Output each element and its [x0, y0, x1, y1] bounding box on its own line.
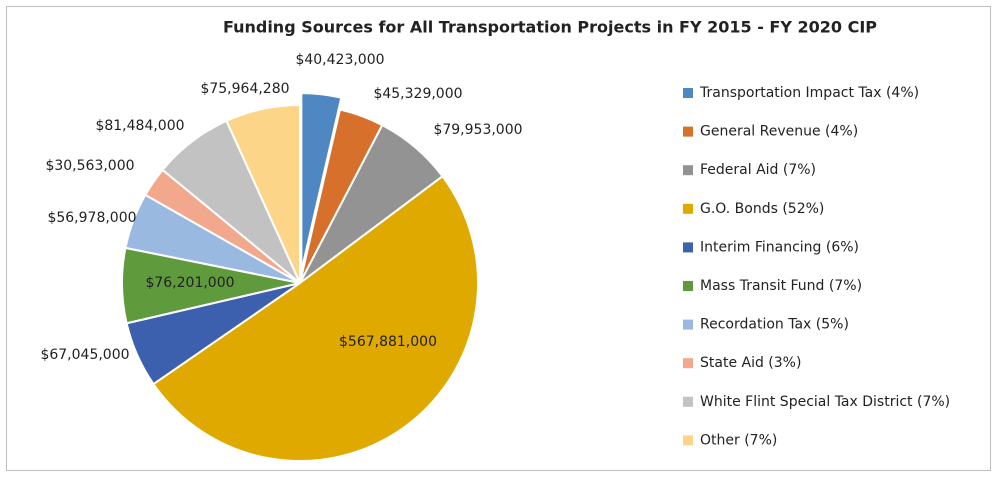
data-label: $75,964,280 [200, 81, 289, 97]
data-label: $45,329,000 [373, 86, 462, 102]
legend-swatch [683, 435, 693, 446]
legend-label: Interim Financing (6%) [700, 239, 859, 255]
data-label: $76,201,000 [145, 275, 234, 291]
legend-swatch [683, 358, 693, 369]
data-label: $40,423,000 [295, 52, 384, 68]
legend-swatch [683, 88, 693, 98]
legend-swatch [683, 242, 693, 253]
legend-label: Recordation Tax (5%) [700, 317, 849, 333]
data-label: $567,881,000 [339, 334, 437, 350]
legend-label: White Flint Special Tax District (7%) [700, 394, 950, 410]
data-label: $30,563,000 [45, 158, 134, 174]
chart-title: Funding Sources for All Transportation P… [223, 18, 877, 37]
data-label: $56,978,000 [47, 210, 136, 226]
legend-label: Transportation Impact Tax (4%) [699, 85, 919, 101]
data-label: $67,045,000 [40, 347, 129, 363]
legend-label: Federal Aid (7%) [700, 162, 816, 178]
legend-label: General Revenue (4%) [700, 124, 858, 140]
legend-swatch [683, 203, 693, 214]
legend-label: State Aid (3%) [700, 355, 801, 371]
pie-slice [300, 92, 343, 272]
legend-swatch [683, 319, 693, 330]
legend-label: G.O. Bonds (52%) [700, 201, 824, 217]
legend-swatch [683, 126, 693, 137]
legend-label: Mass Transit Fund (7%) [700, 278, 862, 294]
legend-swatch [683, 396, 693, 407]
legend-label: Other (7%) [700, 432, 777, 448]
pie-slice [152, 174, 479, 462]
legend-swatch [683, 165, 693, 176]
pie-slice [225, 103, 301, 284]
data-label: $79,953,000 [433, 122, 522, 138]
legend-swatch [683, 281, 693, 291]
data-label: $81,484,000 [95, 118, 184, 134]
